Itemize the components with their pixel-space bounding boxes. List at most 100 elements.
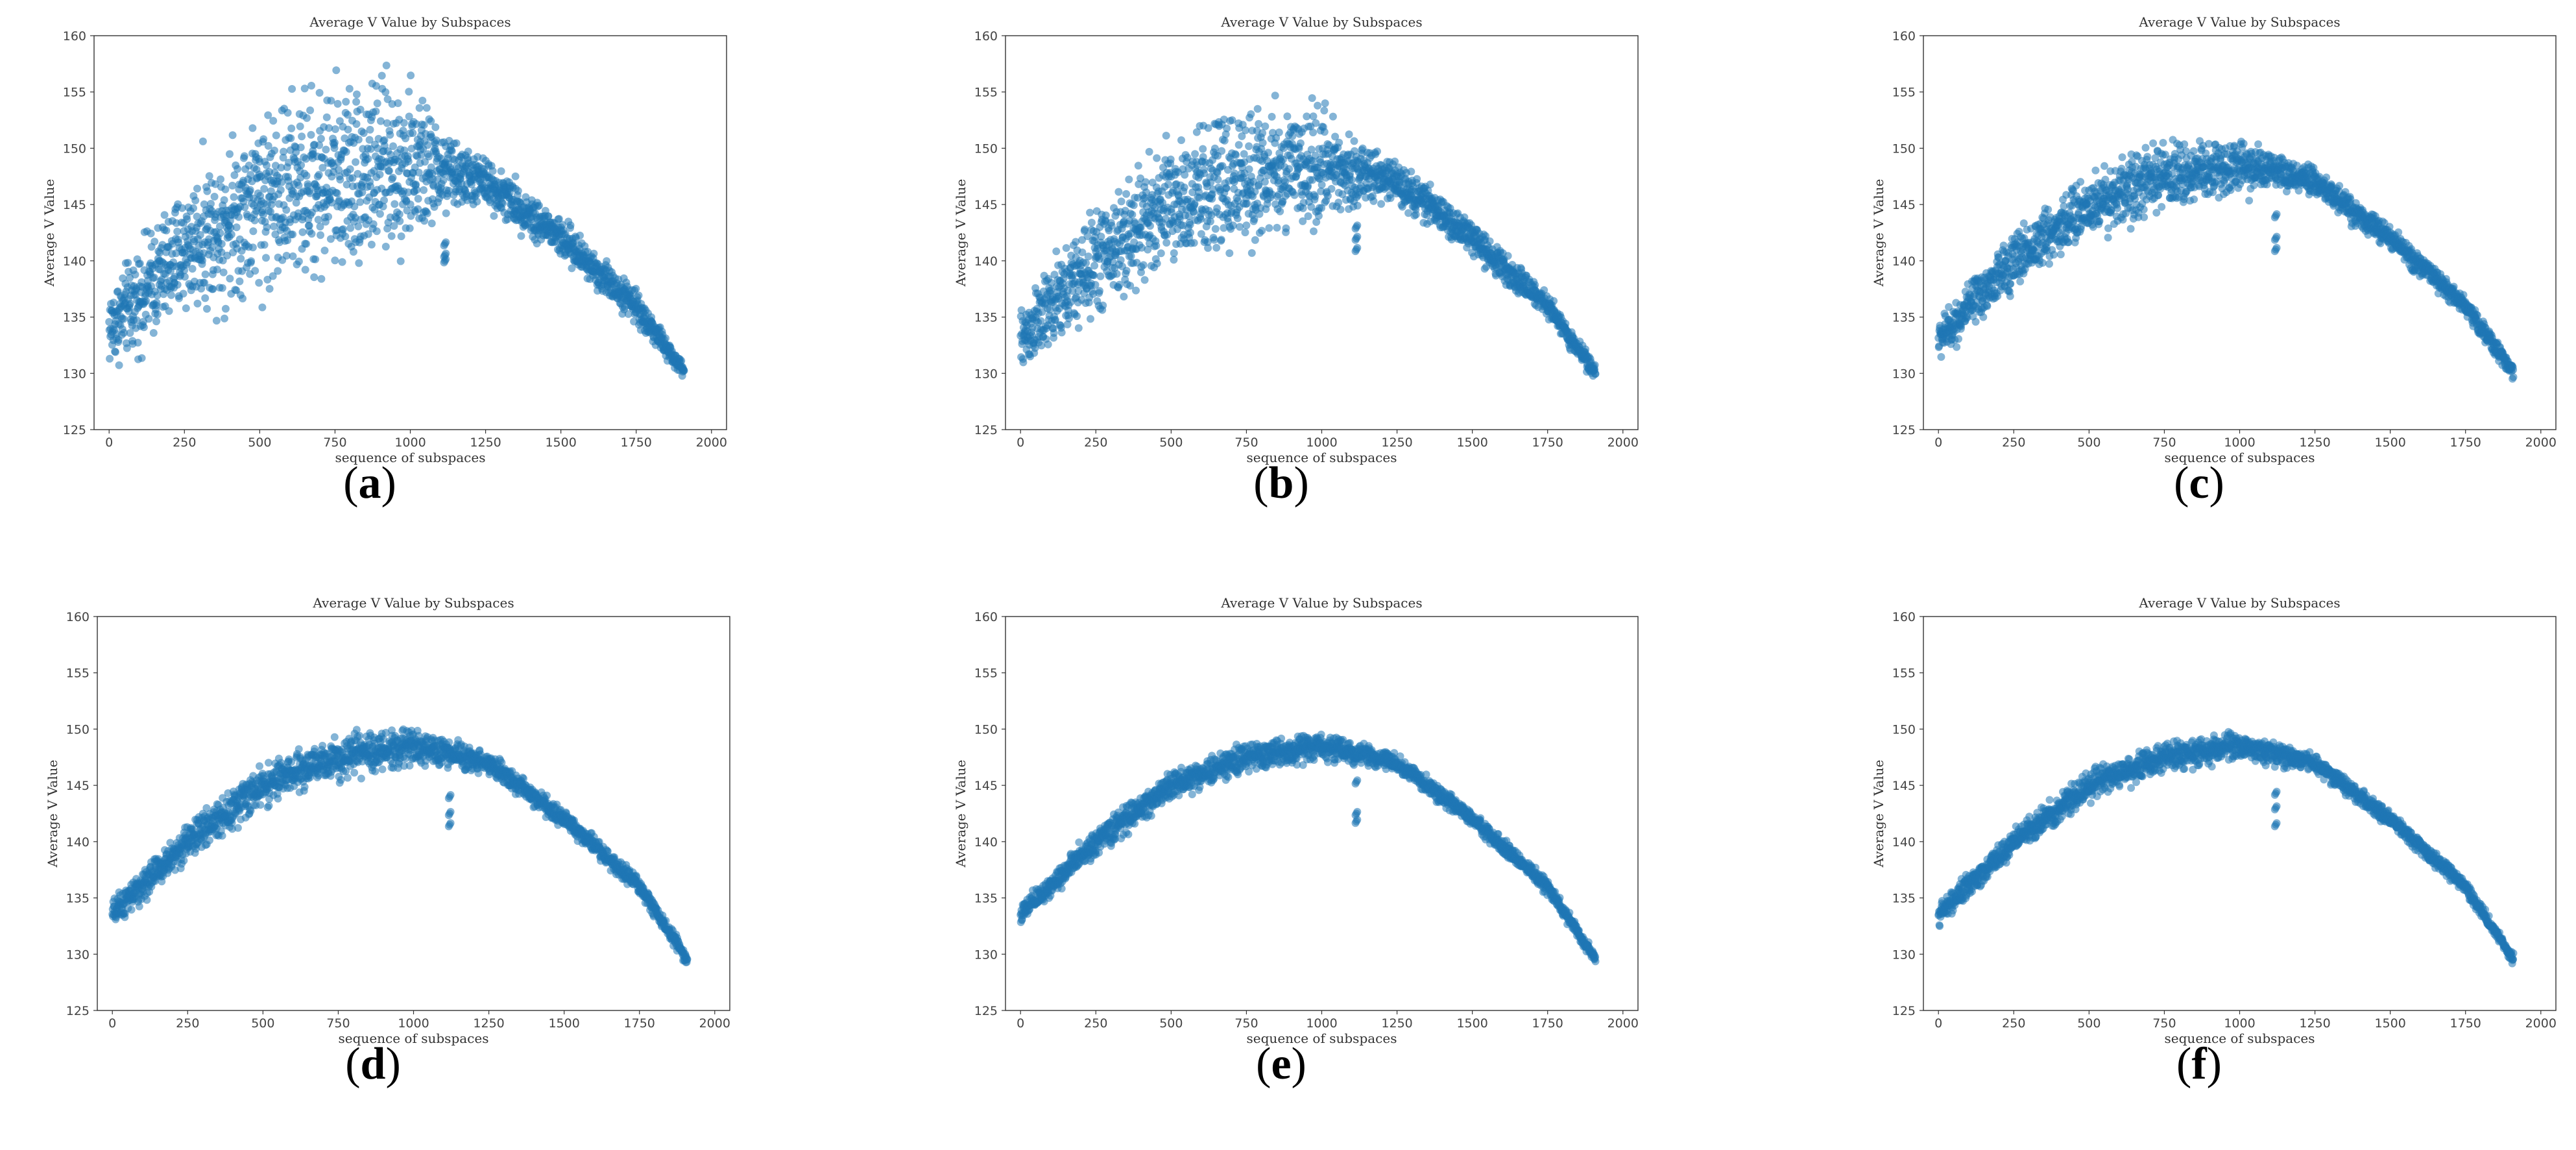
data-point <box>1134 162 1142 170</box>
data-point <box>1090 262 1099 270</box>
data-point <box>314 215 322 224</box>
data-point <box>2159 139 2167 147</box>
data-point <box>424 141 432 149</box>
scatter-series <box>105 61 688 380</box>
data-point <box>348 174 357 182</box>
data-point <box>1151 204 1159 212</box>
data-point <box>1540 286 1548 294</box>
outlier-point <box>442 249 450 258</box>
data-point <box>1993 292 2002 300</box>
data-point <box>248 124 257 132</box>
chart-title-c: Average V Value by Subspaces <box>2138 14 2340 30</box>
y-axis-label: Average V Value <box>953 179 969 288</box>
data-point <box>331 256 339 265</box>
x-tick-label: 500 <box>1159 435 1183 450</box>
data-point <box>153 291 162 300</box>
data-point <box>152 317 160 326</box>
data-point <box>490 212 498 220</box>
data-point <box>1164 180 1172 189</box>
data-point <box>1162 239 1171 247</box>
data-point <box>1561 319 1570 328</box>
data-point <box>381 88 390 96</box>
y-tick-label: 160 <box>974 29 998 43</box>
data-point <box>1186 221 1194 229</box>
data-point <box>2152 208 2161 217</box>
x-tick-label: 1500 <box>1456 435 1487 450</box>
data-point <box>1314 101 1322 110</box>
data-point <box>346 165 354 173</box>
data-point <box>1268 112 1276 121</box>
data-point <box>1090 271 1098 280</box>
data-point <box>1222 184 1231 193</box>
data-point <box>217 248 226 256</box>
data-point <box>1953 343 1961 351</box>
data-point <box>1320 128 1329 136</box>
data-point <box>221 314 228 323</box>
data-point <box>1413 175 1421 183</box>
subplot-a: Average V Value by Subspaces 0 250 500 750 10… <box>13 0 727 508</box>
data-point <box>1153 154 1161 162</box>
data-point <box>2143 153 2152 161</box>
outlier-point <box>1353 243 1362 252</box>
data-point <box>196 231 204 239</box>
data-point <box>338 258 346 266</box>
data-point <box>1285 165 1294 173</box>
data-point <box>1307 145 1316 154</box>
data-point <box>255 278 263 287</box>
data-point <box>1091 280 1100 289</box>
data-point <box>385 167 393 175</box>
data-point <box>425 153 433 161</box>
data-point <box>2056 251 2065 258</box>
y-tick-label: 160 <box>63 29 86 43</box>
data-point <box>427 117 435 125</box>
data-point <box>1303 112 1311 121</box>
data-point <box>1242 126 1249 134</box>
data-point <box>251 267 259 275</box>
data-point <box>283 108 292 117</box>
data-point <box>271 146 278 154</box>
data-point <box>301 265 309 274</box>
y-tick-label: 155 <box>63 86 86 100</box>
subplot-label-b: (b) <box>1253 458 1309 508</box>
data-point <box>1236 223 1244 231</box>
y-tick-label: 130 <box>974 367 998 381</box>
data-point <box>287 134 295 142</box>
data-point <box>2161 151 2169 159</box>
data-point <box>352 97 361 106</box>
x-tick-label: 1250 <box>1381 435 1412 450</box>
data-point <box>1087 219 1096 226</box>
data-point <box>1204 124 1212 132</box>
data-point <box>1273 223 1281 232</box>
data-point <box>1504 252 1512 260</box>
data-point <box>2180 140 2189 149</box>
data-point <box>395 210 403 219</box>
data-point <box>1223 124 1231 132</box>
data-point <box>226 223 235 232</box>
data-point <box>1971 317 1980 326</box>
data-point <box>394 99 402 107</box>
data-point <box>201 270 210 278</box>
data-point <box>409 129 417 138</box>
data-point <box>199 137 207 145</box>
data-point <box>326 235 335 243</box>
data-point <box>336 175 344 184</box>
data-point <box>1288 132 1297 140</box>
data-point <box>1258 226 1266 235</box>
data-point <box>376 210 384 218</box>
data-point <box>1251 188 1259 196</box>
data-point <box>315 171 323 179</box>
data-point <box>1275 128 1283 136</box>
data-point <box>2038 259 2047 267</box>
data-point <box>131 271 139 279</box>
data-point <box>2076 178 2085 186</box>
data-point <box>2140 213 2149 221</box>
y-tick-label: 130 <box>1892 367 1916 381</box>
data-point <box>302 239 311 248</box>
data-point <box>2064 238 2073 247</box>
data-point <box>624 310 632 318</box>
data-point <box>1282 224 1290 232</box>
data-point <box>1073 312 1081 321</box>
scatter-series <box>1934 136 2518 383</box>
data-point <box>306 106 315 114</box>
data-point <box>1309 128 1318 137</box>
